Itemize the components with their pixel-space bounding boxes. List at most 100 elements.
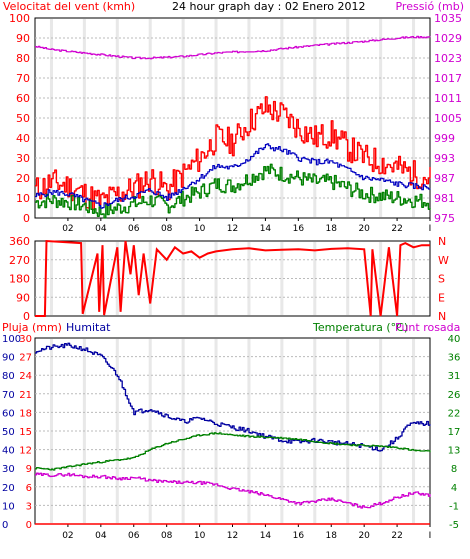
wind-panel-grid-band: [280, 19, 284, 217]
rain-y-tick-label: 24: [19, 371, 32, 382]
wind-panel-xtick-label: 14: [260, 224, 272, 234]
direction-y-tick-label: 270: [9, 254, 30, 267]
rain-axis-label: Pluja (mm): [2, 321, 62, 334]
direction-panel-grid-band: [313, 242, 317, 315]
humidity-panel-grid-band: [412, 339, 416, 523]
direction-y-tick-label: 360: [9, 235, 30, 248]
wind-y-tick-label: 20: [16, 172, 30, 185]
direction-compass-label: S: [438, 273, 445, 286]
pressure-y-tick-label: 1029: [434, 32, 462, 45]
wind-y-tick-label: 70: [16, 72, 30, 85]
wind-panel-xtick-label: 18: [326, 224, 338, 234]
humidity-y-tick-label: 90: [2, 353, 15, 364]
temperature-axis-label: Temperatura (°C): [312, 321, 408, 334]
direction-panel-grid-band: [412, 242, 416, 315]
direction-y-tick-label: 180: [9, 273, 30, 286]
humidity-y-tick-label: 10: [2, 501, 15, 512]
humidity-y-tick-label: 100: [2, 334, 21, 345]
pressure-y-tick-label: 1005: [434, 112, 462, 125]
dewpoint-axis-label: Punt rosada: [395, 321, 460, 334]
wind-panel-xtick-label: 10: [194, 224, 206, 234]
temperature-y-tick-label: 4: [451, 483, 457, 494]
rain-y-tick-label: 0: [26, 520, 32, 531]
pressure-y-tick-label: 1035: [434, 12, 462, 25]
humidity-panel-xtick-label: 18: [326, 531, 338, 541]
humidity-axis-label: Humitat: [66, 321, 111, 334]
temperature-y-tick-label: 36: [448, 353, 461, 364]
header-bar: Velocitat del vent (kmh) 24 hour graph d…: [0, 0, 470, 14]
direction-compass-label: E: [438, 291, 445, 304]
direction-y-tick-label: 0: [23, 310, 30, 323]
direction-compass-label: N: [438, 310, 446, 323]
humidity-panel-grid-band: [313, 339, 317, 523]
wind-y-tick-label: 40: [16, 132, 30, 145]
humidity-panel-xtick-label: 04: [95, 531, 107, 541]
wind-min-line: [35, 163, 431, 219]
wind-panel-xtick-label: 08: [161, 224, 173, 234]
temperature-y-tick-label: 31: [448, 371, 461, 382]
rain-y-tick-label: 30: [19, 334, 32, 345]
rain-y-tick-label: 3: [26, 501, 32, 512]
humidity-panel-grid-band: [148, 339, 152, 523]
rain-y-tick-label: 12: [19, 446, 32, 457]
wind-y-tick-label: 50: [16, 112, 30, 125]
humidity-y-tick-label: 40: [2, 446, 15, 457]
wind-panel-xtick-label: I: [429, 224, 432, 234]
wind-panel-xtick-label: 02: [62, 224, 73, 234]
wind-y-tick-label: 30: [16, 152, 30, 165]
humidity-y-tick-label: 80: [2, 371, 15, 382]
wind-speed-title: Velocitat del vent (kmh): [3, 0, 136, 13]
humidity-panel-xtick-label: 12: [227, 531, 238, 541]
wind-y-tick-label: 10: [16, 192, 30, 205]
rain-y-tick-label: 6: [26, 483, 32, 494]
rain-y-tick-label: 27: [19, 353, 32, 364]
temperature-y-tick-label: 13: [448, 446, 461, 457]
humidity-y-tick-label: 60: [2, 408, 15, 419]
pressure-y-tick-label: 987: [434, 172, 455, 185]
direction-panel-grid-band: [115, 242, 119, 315]
humidity-panel-grid-band: [280, 339, 284, 523]
wind-panel-xtick-label: 16: [293, 224, 305, 234]
humidity-y-tick-label: 20: [2, 483, 15, 494]
direction-panel-grid-band: [148, 242, 152, 315]
humidity-panel-xtick-label: I: [429, 531, 432, 541]
humidity-y-tick-label: 0: [2, 520, 8, 531]
wind-y-tick-label: 100: [9, 12, 30, 25]
humidity-panel-xtick-label: 08: [161, 531, 173, 541]
temperature-y-tick-label: -1: [449, 501, 459, 512]
pressure-y-tick-label: 1011: [434, 92, 462, 105]
direction-compass-label: N: [438, 235, 446, 248]
wind-y-tick-label: 90: [16, 32, 30, 45]
humidity-panel-xtick-label: 22: [391, 531, 402, 541]
rain-y-tick-label: 21: [19, 390, 32, 401]
temperature-y-tick-label: -5: [449, 520, 459, 531]
pressure-line: [35, 35, 431, 60]
pressure-y-tick-label: 981: [434, 192, 455, 205]
pressure-y-tick-label: 1023: [434, 52, 462, 65]
humidity-panel-grid-band: [115, 339, 119, 523]
wind-panel-xtick-label: 12: [227, 224, 238, 234]
wind-y-tick-label: 60: [16, 92, 30, 105]
wind-avg-line: [35, 143, 431, 209]
wind-panel-xtick-label: 04: [95, 224, 107, 234]
humidity-panel-xtick-label: 02: [62, 531, 73, 541]
direction-compass-label: W: [438, 254, 449, 267]
pressure-y-tick-label: 993: [434, 152, 455, 165]
direction-y-tick-label: 90: [16, 291, 30, 304]
wind-panel-xtick-label: 20: [358, 224, 370, 234]
rain-y-tick-label: 9: [26, 464, 32, 475]
wind-panel-xtick-label: 06: [128, 224, 140, 234]
humidity-y-tick-label: 70: [2, 390, 15, 401]
humidity-panel-xtick-label: 20: [358, 531, 370, 541]
temperature-y-tick-label: 40: [448, 334, 461, 345]
pressure-y-tick-label: 975: [434, 212, 455, 225]
humidity-panel-xtick-label: 10: [194, 531, 206, 541]
humidity-panel-xtick-label: 14: [260, 531, 272, 541]
humidity-y-tick-label: 50: [2, 427, 15, 438]
pressure-y-tick-label: 999: [434, 132, 455, 145]
wind-gust-line: [35, 96, 431, 211]
wind-direction-line: [35, 239, 430, 317]
humidity-y-tick-label: 30: [2, 464, 15, 475]
